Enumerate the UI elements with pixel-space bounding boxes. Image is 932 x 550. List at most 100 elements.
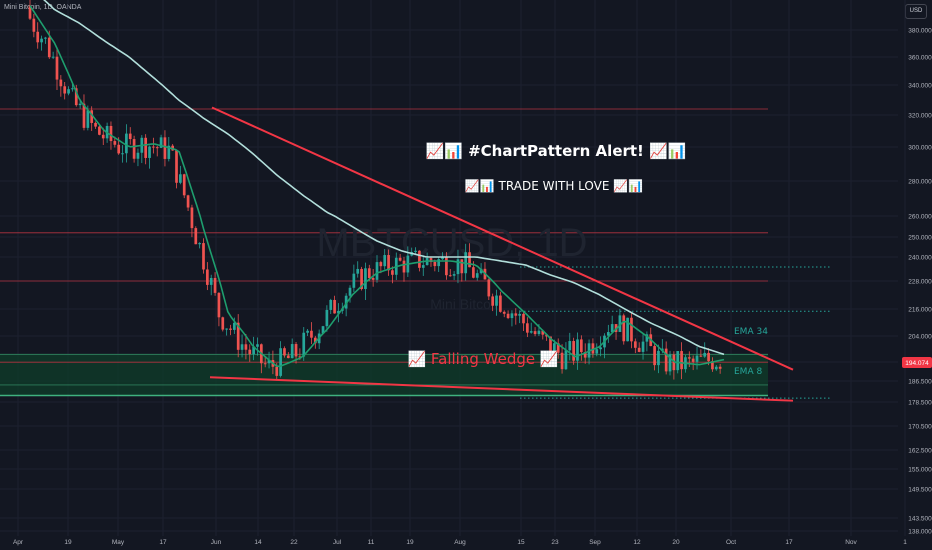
candle-body	[94, 122, 97, 127]
candle-body	[78, 103, 82, 106]
candle-body	[583, 352, 587, 358]
candle-body	[618, 315, 622, 332]
candle-body	[109, 125, 113, 142]
candle-body	[236, 322, 240, 350]
candle-body	[163, 137, 167, 159]
candle-body	[306, 330, 309, 333]
candle-body	[175, 150, 178, 183]
candle-body	[506, 313, 510, 319]
candle-body	[182, 174, 186, 196]
candle-body	[313, 337, 317, 344]
candle-body	[113, 141, 117, 145]
candle-body	[144, 137, 148, 158]
candle-body	[86, 110, 90, 128]
candle-body	[379, 262, 383, 267]
candle-body	[74, 88, 78, 106]
x-axis[interactable]: Apr 19 May 17 Jun 14 22 Jul 11 19 Aug 15 23 Sep 12 20 Oc…	[13, 539, 907, 546]
candle-body	[441, 257, 444, 260]
candle-body	[90, 110, 94, 123]
candle-body	[67, 89, 70, 94]
chart-symbol-header: Mini Bitcoin, 1D, OANDA	[4, 4, 82, 11]
y-tick-label: 300.000	[908, 145, 932, 152]
ema34-line	[43, 0, 725, 356]
candle-body	[82, 103, 86, 128]
candle-body	[622, 315, 626, 342]
candle-body	[514, 313, 518, 316]
y-tick-label: 250.000	[908, 235, 932, 242]
candle-body	[98, 126, 101, 135]
candle-body	[101, 134, 105, 139]
candle-body	[55, 56, 59, 80]
candle-body	[375, 262, 379, 280]
candle-body	[383, 255, 387, 267]
candle-body	[356, 268, 360, 274]
x-tick-label: Oct	[726, 539, 736, 546]
candle-body	[167, 145, 171, 159]
y-tick-label: 216.000	[908, 307, 932, 314]
candle-body	[495, 295, 498, 306]
y-tick-label: 138.000	[908, 529, 932, 536]
candle-body	[352, 273, 356, 288]
candle-body	[433, 261, 437, 267]
x-tick-label: 11	[368, 539, 375, 546]
candle-body	[121, 153, 124, 155]
candle-body	[371, 278, 375, 280]
x-tick-label: Jun	[211, 539, 222, 546]
x-tick-label: May	[112, 539, 125, 546]
candle-body	[549, 336, 552, 354]
candle-body	[421, 265, 425, 268]
candle-body	[225, 328, 228, 330]
y-tick-label: 155.000	[908, 467, 932, 474]
x-tick-label: 20	[672, 539, 680, 546]
candle-body	[479, 268, 483, 274]
candle-body	[294, 344, 298, 357]
candle-body	[286, 355, 290, 359]
alert-title: 📈📊 #ChartPattern Alert! 📈📊	[426, 142, 687, 160]
candle-body	[568, 341, 572, 351]
candle-body	[599, 347, 602, 350]
candle-body	[229, 328, 232, 330]
candle-body	[610, 324, 614, 333]
candle-body	[630, 317, 633, 342]
candle-body	[321, 326, 325, 334]
candle-body	[468, 252, 471, 268]
candle-body	[325, 309, 329, 327]
candle-body	[298, 356, 302, 358]
candle-body	[637, 347, 641, 352]
last-price-tag-text: 194.074	[905, 360, 929, 367]
falling-wedge-lines	[209, 106, 794, 402]
grid	[0, 0, 906, 536]
y-tick-label: 240.000	[908, 255, 932, 262]
candle-body	[367, 268, 371, 279]
x-tick-label: Nov	[845, 539, 857, 546]
candle-body	[194, 228, 198, 245]
candle-body	[148, 146, 151, 158]
candle-body	[213, 277, 217, 293]
candle-body	[537, 330, 541, 335]
candle-body	[556, 343, 560, 353]
x-tick-label: 15	[517, 539, 525, 546]
candle-body	[51, 56, 55, 58]
candle-body	[40, 38, 43, 43]
candle-body	[579, 339, 583, 353]
candle-body	[44, 37, 47, 39]
candle-body	[302, 332, 306, 357]
pattern-label: 📈 Falling Wedge 📈	[407, 350, 558, 368]
candle-body	[179, 174, 182, 183]
candle-body	[641, 341, 645, 352]
x-tick-label: 17	[159, 539, 167, 546]
x-tick-label: Jul	[333, 539, 342, 546]
candle-body	[186, 195, 190, 208]
y-tick-label: 228.000	[908, 279, 932, 286]
y-axis[interactable]: 380.000 360.000 340.000 320.000 300.000 280.0…	[908, 28, 932, 536]
candle-body	[398, 257, 402, 261]
horizontal-levels	[0, 108, 832, 399]
candle-body	[460, 259, 464, 274]
candle-body	[560, 352, 564, 370]
candle-body	[344, 295, 348, 309]
candle-body	[364, 268, 367, 290]
y-tick-label: 320.000	[908, 113, 932, 120]
candle-body	[329, 299, 333, 310]
candle-body	[152, 146, 155, 148]
